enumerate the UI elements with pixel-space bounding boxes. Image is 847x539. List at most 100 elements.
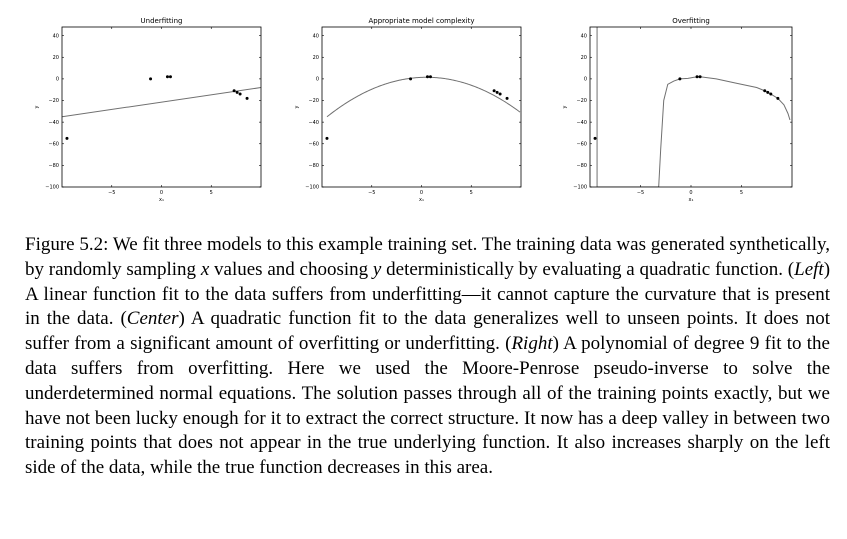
y-tick-label: −60 <box>576 141 587 147</box>
data-point <box>232 89 236 93</box>
panel-title: Appropriate model complexity <box>368 17 474 25</box>
figure-caption: Figure 5.2: We fit three models to this … <box>25 233 830 481</box>
caption-text: from a significant amount of overfitting… <box>74 333 512 355</box>
y-tick-label: −80 <box>576 163 587 169</box>
data-point <box>238 92 242 96</box>
data-point <box>409 77 413 81</box>
y-tick-label: −40 <box>308 120 319 126</box>
caption-text: 9 fit to the data suffers from overfitti… <box>25 333 830 379</box>
y-tick-label: 20 <box>53 55 59 61</box>
y-tick-label: 40 <box>581 33 587 39</box>
plot-frame <box>589 26 793 188</box>
data-point <box>425 75 429 79</box>
data-point <box>695 75 699 79</box>
y-tick-label: 20 <box>313 55 319 61</box>
y-axis-label: y <box>294 105 300 108</box>
caption-text: ) A linear function fit to the data suff… <box>25 258 831 305</box>
y-tick-label: 20 <box>581 55 587 61</box>
data-point <box>149 77 153 81</box>
plot-frame <box>321 26 522 188</box>
x-tick-label: 5 <box>470 190 473 196</box>
panel-title: Overfitting <box>672 17 710 25</box>
y-tick-label: −40 <box>48 120 59 126</box>
data-point <box>498 92 502 96</box>
fit-curve <box>596 27 791 187</box>
caption-italic: Left <box>794 258 824 280</box>
chart-panel-3: Overfitting 40 20 0 −20 −40 −60 −80 −100 −5 0 5 x₁ y <box>562 17 793 203</box>
data-point <box>495 90 499 94</box>
panel-title: Underfitting <box>141 17 183 25</box>
fit-curve <box>62 87 261 118</box>
x-tick-label: −5 <box>637 190 644 196</box>
y-tick-label: −20 <box>308 98 319 104</box>
plot-frame <box>61 26 262 188</box>
x-axis-label: x₁ <box>419 197 424 203</box>
y-tick-label: −80 <box>308 163 319 169</box>
data-point <box>505 96 509 100</box>
y-tick-label: 40 <box>313 33 319 39</box>
x-tick-label: 0 <box>420 190 423 196</box>
y-tick-label: 0 <box>316 77 319 83</box>
x-tick-label: −5 <box>108 190 115 196</box>
caption-italic: Right <box>511 333 553 355</box>
data-point <box>698 75 702 79</box>
x-axis-label: x₁ <box>159 197 164 203</box>
chart-panel-1: Underfitting 40 20 0 −20 −40 −60 −80 −100 −5 0 5 x₁ y <box>34 17 262 203</box>
y-tick-label: −80 <box>48 163 59 169</box>
caption-text: by evaluating a quadratic function. ( <box>518 258 795 280</box>
data-point <box>165 75 169 79</box>
caption-text: quadratic function fit to the data gener… <box>25 308 831 355</box>
data-point <box>593 136 597 140</box>
caption-text: generated synthetically, by randomly sam… <box>25 234 830 280</box>
y-tick-label: −100 <box>305 185 319 191</box>
data-point <box>65 136 69 140</box>
data-point <box>325 136 329 140</box>
caption-text: in the true underlying function. It also… <box>25 432 831 479</box>
y-tick-label: −100 <box>45 185 59 191</box>
data-point <box>168 75 172 79</box>
fit-curve <box>326 76 521 118</box>
data-point <box>678 77 682 81</box>
caption-text: values and choosing <box>209 258 373 280</box>
caption-text: structure. It now has a deep valley in b… <box>25 407 831 454</box>
caption-text: underfitting—it cannot capture the curva… <box>25 283 830 330</box>
data-point <box>763 89 767 93</box>
caption-text: while the true function decreases in thi… <box>150 457 493 479</box>
caption-italic: x <box>200 258 210 280</box>
caption-text: Figure 5.2: We fit three models to this … <box>25 234 646 255</box>
data-point <box>245 96 249 100</box>
x-tick-label: 0 <box>689 190 692 196</box>
data-point <box>769 92 773 96</box>
data-point <box>776 96 780 100</box>
data-point <box>492 89 496 93</box>
y-tick-label: −20 <box>576 98 587 104</box>
y-tick-label: −60 <box>308 141 319 147</box>
data-point <box>235 90 239 94</box>
x-tick-label: 5 <box>740 190 743 196</box>
x-tick-label: 0 <box>160 190 163 196</box>
caption-text: deterministically <box>381 258 514 280</box>
y-tick-label: 40 <box>53 33 59 39</box>
x-tick-label: −5 <box>368 190 375 196</box>
y-tick-label: −40 <box>576 120 587 126</box>
y-tick-label: 0 <box>584 77 587 83</box>
y-axis-label: y <box>34 105 40 108</box>
y-tick-label: −20 <box>48 98 59 104</box>
x-axis-label: x₁ <box>689 197 694 203</box>
chart-panel-2: Appropriate model complexity 40 20 0 −20 −40 −… <box>294 17 522 203</box>
figure-canvas: Underfitting 40 20 0 −20 −40 −60 −80 −100 −5 0 5 x₁ y… <box>34 17 793 203</box>
y-tick-label: −60 <box>48 141 59 147</box>
caption-italic: Center <box>126 308 179 330</box>
caption-text: ) A polynomial of degree <box>552 333 745 355</box>
y-axis-label: y <box>562 105 568 108</box>
figure: Underfitting 40 20 0 −20 −40 −60 −80 −100 −5 0 5 x₁ y… <box>0 0 847 215</box>
caption-text: to solve the underdetermined normal equa… <box>25 357 831 404</box>
caption-italic: y <box>372 258 382 280</box>
data-point <box>766 90 770 94</box>
x-tick-label: 5 <box>210 190 213 196</box>
caption-text: training points exactly, but we have not… <box>25 382 830 429</box>
y-tick-label: −100 <box>573 185 587 191</box>
caption-text: ) A <box>178 308 204 330</box>
y-tick-label: 0 <box>56 77 59 83</box>
data-point <box>428 75 432 79</box>
